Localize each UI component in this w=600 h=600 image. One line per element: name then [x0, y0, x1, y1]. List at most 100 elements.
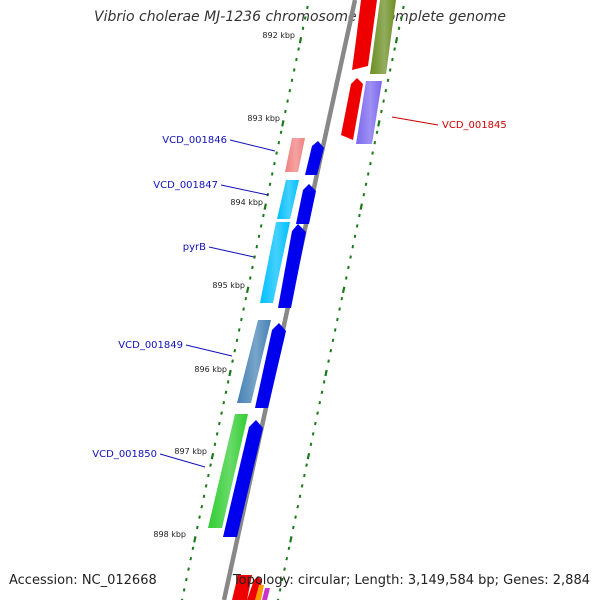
- ruler-major-tick: [359, 203, 363, 210]
- outer-ruler: [276, 5, 405, 600]
- ruler-minor-tick: [275, 151, 278, 155]
- ruler-minor-tick: [187, 567, 190, 571]
- ruler-minor-tick: [237, 328, 241, 332]
- ruler-major-tick: [228, 369, 232, 377]
- ruler-minor-tick: [295, 57, 298, 62]
- ruler-minor-tick: [255, 245, 259, 249]
- ruler-minor-tick: [322, 380, 326, 384]
- tick-label-898: 898 kbp: [153, 530, 186, 539]
- ruler-minor-tick: [373, 141, 377, 145]
- gene-label-vcd-001850[interactable]: VCD_001850: [92, 449, 157, 460]
- ruler-labels: 892 kbp 893 kbp 894 kbp 895 kbp 896 kbp …: [153, 31, 295, 539]
- ruler-minor-tick: [288, 89, 292, 93]
- ruler-minor-tick: [262, 213, 265, 218]
- gene-labels: VCD_001845 VCD_001846 VCD_001847 pyrB VC…: [92, 120, 506, 460]
- ruler-minor-tick: [220, 411, 223, 415]
- feature-bar-top-red-1[interactable]: [352, 0, 377, 70]
- ruler-minor-tick: [336, 317, 339, 322]
- ruler-major-tick: [394, 36, 399, 44]
- ruler-minor-tick: [268, 182, 272, 186]
- ruler-minor-tick: [278, 588, 282, 592]
- ruler-minor-tick: [371, 151, 374, 155]
- ruler-minor-tick: [297, 47, 300, 51]
- ruler-major-tick: [289, 536, 293, 543]
- cds-arrow-vcd-001849[interactable]: [255, 323, 286, 408]
- ruler-major-tick: [324, 369, 328, 377]
- ruler-minor-tick: [333, 328, 337, 332]
- feature-bottom-magenta[interactable]: [262, 588, 270, 600]
- ruler-minor-tick: [284, 109, 287, 114]
- ruler-minor-tick: [281, 577, 284, 582]
- ruler-minor-tick: [294, 515, 297, 519]
- ruler-minor-tick: [279, 130, 283, 134]
- ruler-minor-tick: [306, 5, 309, 10]
- cds-arrow-vcd-001846[interactable]: [305, 141, 324, 175]
- ruler-major-tick: [245, 286, 250, 294]
- ruler-minor-tick: [303, 473, 306, 478]
- ruler-minor-tick: [276, 598, 280, 600]
- ruler-minor-tick: [180, 598, 184, 600]
- ruler-major-tick: [298, 36, 303, 44]
- ruler-minor-tick: [287, 546, 291, 551]
- gene-label-vcd-001845[interactable]: VCD_001845: [442, 120, 507, 131]
- inner-ruler: [180, 5, 309, 600]
- ruler-minor-tick: [358, 213, 361, 218]
- ruler-minor-tick: [355, 224, 359, 228]
- ruler-minor-tick: [235, 338, 239, 342]
- ruler-minor-tick: [270, 172, 274, 176]
- feature-bottom-orange[interactable]: [255, 585, 264, 600]
- tick-label-895: 895 kbp: [212, 281, 245, 290]
- ruler-minor-tick: [303, 16, 307, 20]
- gene-label-vcd-001847[interactable]: VCD_001847: [153, 180, 218, 191]
- ruler-minor-tick: [226, 380, 230, 384]
- tick-label-892: 892 kbp: [262, 31, 295, 40]
- ruler-minor-tick: [375, 130, 379, 134]
- cds-arrow-vcd-001845[interactable]: [341, 78, 363, 140]
- ruler-minor-tick: [298, 494, 302, 499]
- ruler-minor-tick: [399, 16, 403, 20]
- ruler-minor-tick: [340, 297, 344, 301]
- ruler-minor-tick: [353, 234, 357, 238]
- cds-arrow-pyrb[interactable]: [278, 224, 306, 308]
- tick-label-896: 896 kbp: [194, 365, 227, 374]
- cds-arrow-vcd-001850[interactable]: [223, 420, 263, 537]
- accession-text: Accession: NC_012668: [9, 573, 157, 588]
- ruler-minor-tick: [242, 307, 245, 311]
- ruler-minor-tick: [189, 556, 193, 561]
- ruler-minor-tick: [292, 525, 295, 530]
- ruler-minor-tick: [327, 359, 330, 363]
- ruler-minor-tick: [231, 359, 234, 363]
- ruler-minor-tick: [277, 141, 281, 145]
- ruler-minor-tick: [283, 567, 286, 571]
- ruler-minor-tick: [182, 588, 186, 592]
- gene-label-vcd-001849[interactable]: VCD_001849: [118, 340, 183, 351]
- ruler-minor-tick: [285, 556, 289, 561]
- ruler-minor-tick: [309, 442, 313, 447]
- ruler-minor-tick: [320, 390, 324, 395]
- cds-arrow-vcd-001847[interactable]: [296, 184, 316, 224]
- ruler-minor-tick: [222, 400, 226, 405]
- tick-label-893: 893 kbp: [247, 114, 280, 123]
- ruler-minor-tick: [244, 297, 248, 301]
- ruler-minor-tick: [318, 400, 322, 405]
- ruler-minor-tick: [329, 349, 333, 353]
- reverse-strand-cds: [223, 141, 324, 600]
- feature-bar-bottom-red[interactable]: [232, 575, 252, 600]
- ruler-minor-tick: [338, 307, 341, 311]
- ruler-minor-tick: [257, 234, 261, 238]
- ruler-minor-tick: [215, 432, 219, 436]
- ruler-minor-tick: [202, 494, 206, 499]
- gene-label-pyrb[interactable]: pyrB: [183, 242, 206, 253]
- ruler-minor-tick: [273, 161, 276, 166]
- ruler-minor-tick: [290, 78, 294, 82]
- ruler-minor-tick: [380, 109, 383, 114]
- ruler-minor-tick: [316, 411, 319, 415]
- ruler-minor-tick: [191, 546, 195, 551]
- gene-label-vcd-001846[interactable]: VCD_001846: [162, 135, 227, 146]
- ruler-minor-tick: [311, 432, 315, 436]
- ruler-minor-tick: [382, 99, 385, 103]
- ruler-major-tick: [193, 536, 197, 543]
- ruler-minor-tick: [248, 276, 252, 280]
